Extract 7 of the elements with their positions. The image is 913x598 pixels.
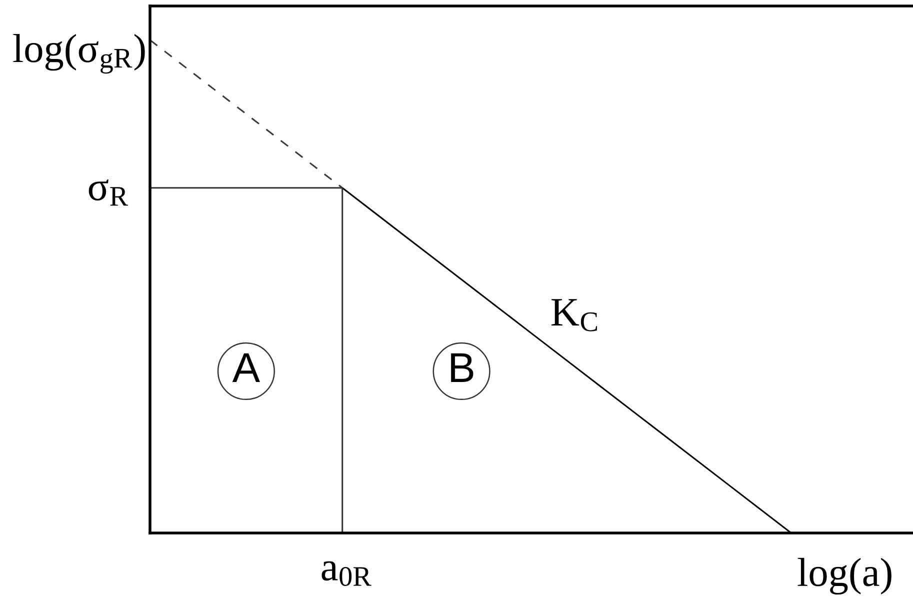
x-axis-title: log(a) [798,558,892,595]
annotation: σ$_{R}$ [88,179,128,206]
series-label: K$_{C}$ [551,299,597,332]
annotation: A [232,353,260,382]
y-axis-title: log(σ$_{gR}$) [13,34,145,74]
annotation: a$_{0R}$ [322,561,372,586]
annotation: B [451,353,474,382]
